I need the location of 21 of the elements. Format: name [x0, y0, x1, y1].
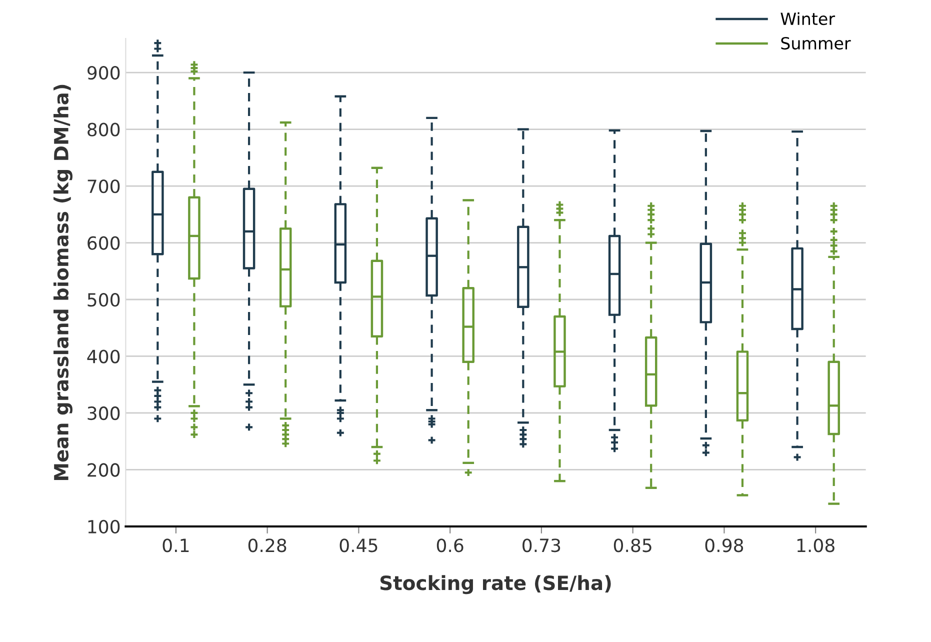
y-tick-label: 800 — [88, 122, 120, 136]
x-tick-label: 0.1 — [162, 538, 189, 552]
x-tick-label: 0.98 — [705, 538, 744, 552]
y-tick-label: 700 — [88, 179, 120, 194]
x-tick-label: 0.73 — [522, 538, 560, 552]
x-tick-label: 0.28 — [248, 538, 286, 552]
legend-label: Summer — [781, 36, 851, 50]
y-tick-label: 900 — [87, 66, 120, 80]
y-tick-label: 400 — [87, 350, 120, 364]
y-tick-label: 500 — [88, 292, 120, 307]
x-tick-label: 0.6 — [436, 538, 464, 552]
legend-label: Winter — [780, 12, 836, 26]
x-axis-title: Stocking rate (SE/ha) — [380, 575, 611, 594]
y-tick-label: 100 — [88, 520, 120, 534]
x-tick-label: 1.08 — [797, 538, 834, 552]
x-tick-label: 0.85 — [614, 538, 652, 552]
y-axis-title: Mean grassland biomass (kg DM/ha) — [54, 84, 72, 480]
y-tick-label: 300 — [88, 406, 120, 420]
x-tick-label: 0.45 — [340, 538, 378, 552]
y-tick-label: 200 — [88, 463, 120, 477]
y-tick-label: 600 — [88, 236, 120, 250]
